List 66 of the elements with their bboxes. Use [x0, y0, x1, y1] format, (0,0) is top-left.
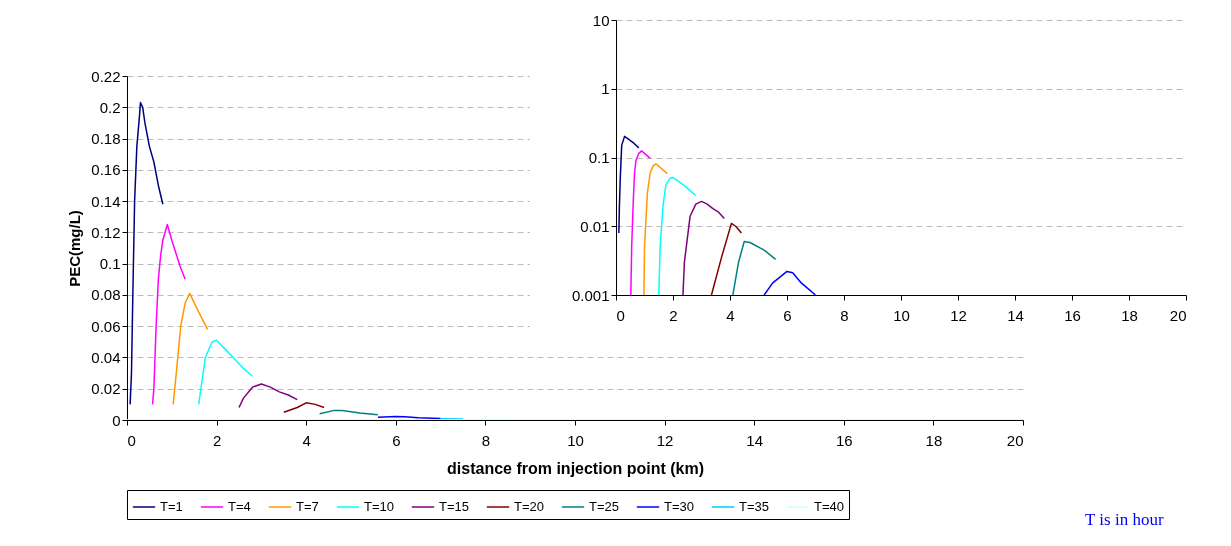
x-tick-label: 0: [616, 306, 625, 324]
line-series: [630, 150, 651, 295]
x-tick-label: 2: [669, 306, 678, 324]
line-series: [151, 223, 186, 406]
legend-label: T=1: [160, 499, 183, 514]
line-series: [129, 101, 164, 406]
line-series: [238, 383, 298, 409]
y-tick-label: 0.18: [91, 130, 121, 148]
y-tick-label: 0.16: [91, 161, 121, 179]
x-tick-label: 20: [1169, 306, 1187, 324]
y-tick-label: 0.001: [571, 286, 610, 304]
line-series: [172, 292, 209, 406]
line-series: [763, 270, 817, 295]
line-series: [710, 222, 743, 295]
x-tick-label: 12: [950, 306, 967, 324]
legend-label: T=30: [664, 499, 694, 514]
y-tick-label: 0.1: [588, 149, 610, 166]
y-tick-label: 0.01: [580, 217, 610, 235]
x-tick-label: 8: [840, 306, 849, 324]
x-tick-label: 10: [893, 306, 910, 324]
y-tick-label: 0.1: [99, 255, 121, 273]
y-tick-label: 0.12: [91, 223, 121, 241]
line-series: [732, 240, 777, 295]
y-tick-label: 0.2: [99, 98, 121, 116]
y-tick-label: 0.02: [91, 380, 121, 398]
legend-label: T=10: [364, 499, 394, 514]
text: T is in hour: [1085, 510, 1164, 530]
x-tick-label: 16: [835, 431, 853, 449]
x-tick-label: 14: [1007, 306, 1024, 324]
line-series: [643, 163, 669, 295]
legend-label: T=20: [514, 499, 544, 514]
x-tick-label: 18: [1121, 306, 1138, 324]
legend-label: T=4: [228, 499, 251, 514]
line-series: [658, 176, 697, 295]
line-series: [197, 339, 254, 406]
line-series: [618, 135, 640, 234]
y-tick-label: 0: [112, 411, 121, 429]
legend-label: T=35: [739, 499, 769, 514]
x-axis-title: distance from injection point (km): [447, 459, 704, 477]
x-tick-label: 4: [726, 306, 735, 324]
legend-label: T=7: [296, 499, 319, 514]
y-tick-label: 0.06: [91, 317, 121, 335]
x-tick-label: 0: [127, 431, 136, 449]
line-series: [682, 200, 726, 295]
y-tick-label: 10: [592, 11, 610, 29]
legend-label: T=25: [589, 499, 619, 514]
x-tick-label: 6: [392, 431, 401, 449]
y-tick-label: 0.04: [91, 348, 121, 366]
x-tick-label: 12: [656, 431, 674, 449]
legend-label: T=15: [439, 499, 469, 514]
x-tick-label: 16: [1064, 306, 1081, 324]
x-tick-label: 6: [783, 306, 792, 324]
x-tick-label: 18: [925, 431, 943, 449]
y-axis-title: PEC(mg/L): [66, 210, 84, 287]
x-tick-label: 14: [746, 431, 764, 449]
y-tick-label: 0.08: [91, 286, 121, 304]
x-tick-label: 8: [481, 431, 491, 449]
x-tick-label: 20: [1006, 431, 1024, 449]
line-series: [283, 402, 325, 413]
legend-label: T=40: [814, 499, 844, 514]
x-tick-label: 4: [302, 431, 311, 449]
x-tick-label: 2: [212, 431, 222, 449]
y-tick-label: 1: [601, 80, 610, 98]
x-tick-label: 10: [567, 431, 584, 449]
y-tick-label: 0.14: [91, 192, 121, 210]
y-tick-label: 0.22: [91, 67, 121, 85]
